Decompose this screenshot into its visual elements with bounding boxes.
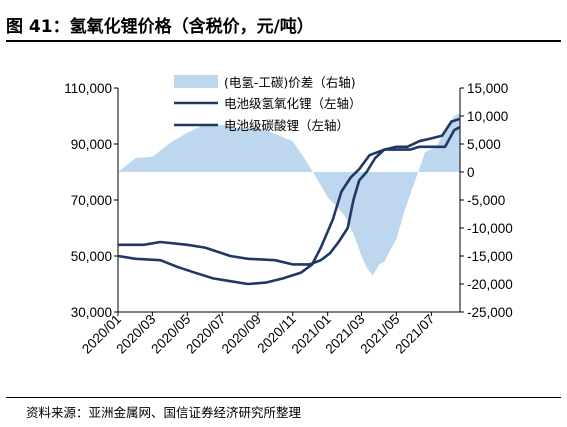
legend-swatch-area: [174, 75, 218, 88]
y-left-tick-label: 90,000: [71, 137, 112, 152]
y-right-tick-label: 0: [467, 165, 475, 180]
title-bar: [6, 0, 561, 42]
y-right-tick-label: -15,000: [467, 249, 513, 264]
y-left-tick-label: 50,000: [71, 249, 112, 264]
y-left-tick-label: 110,000: [64, 81, 112, 96]
y-right-tick-label: -10,000: [467, 221, 513, 236]
page-title: 图 41：氢氧化锂价格（含税价，元/吨）: [6, 17, 314, 37]
series-line-li2co3: [117, 126, 461, 286]
footer-divider: [6, 397, 561, 398]
legend-label: 电池级碳酸锂（左轴）: [224, 118, 349, 133]
source-note: 资料来源：亚洲金属网、国信证券经济研究所整理: [26, 405, 302, 420]
series-line-lioh: [118, 117, 461, 266]
y-right-tick-label: 10,000: [467, 109, 508, 124]
legend-label: (电氢-工碳)价差（右轴): [224, 75, 356, 90]
legend-label: 电池级氢氧化锂（左轴）: [224, 96, 362, 111]
series-area-spread: [118, 113, 460, 276]
x-tick-label: 2020/09: [219, 312, 264, 357]
y-left-tick-label: 30,000: [71, 305, 112, 320]
y-right-tick-label: 5,000: [467, 137, 501, 152]
y-right-tick-label: -25,000: [467, 305, 513, 320]
y-right-tick-label: -5,000: [467, 193, 505, 208]
y-left-tick-label: 70,000: [71, 193, 112, 208]
y-right-tick-label: 15,000: [467, 81, 508, 96]
y-right-tick-label: -20,000: [467, 277, 513, 292]
x-tick-label: 2021/07: [392, 312, 437, 357]
